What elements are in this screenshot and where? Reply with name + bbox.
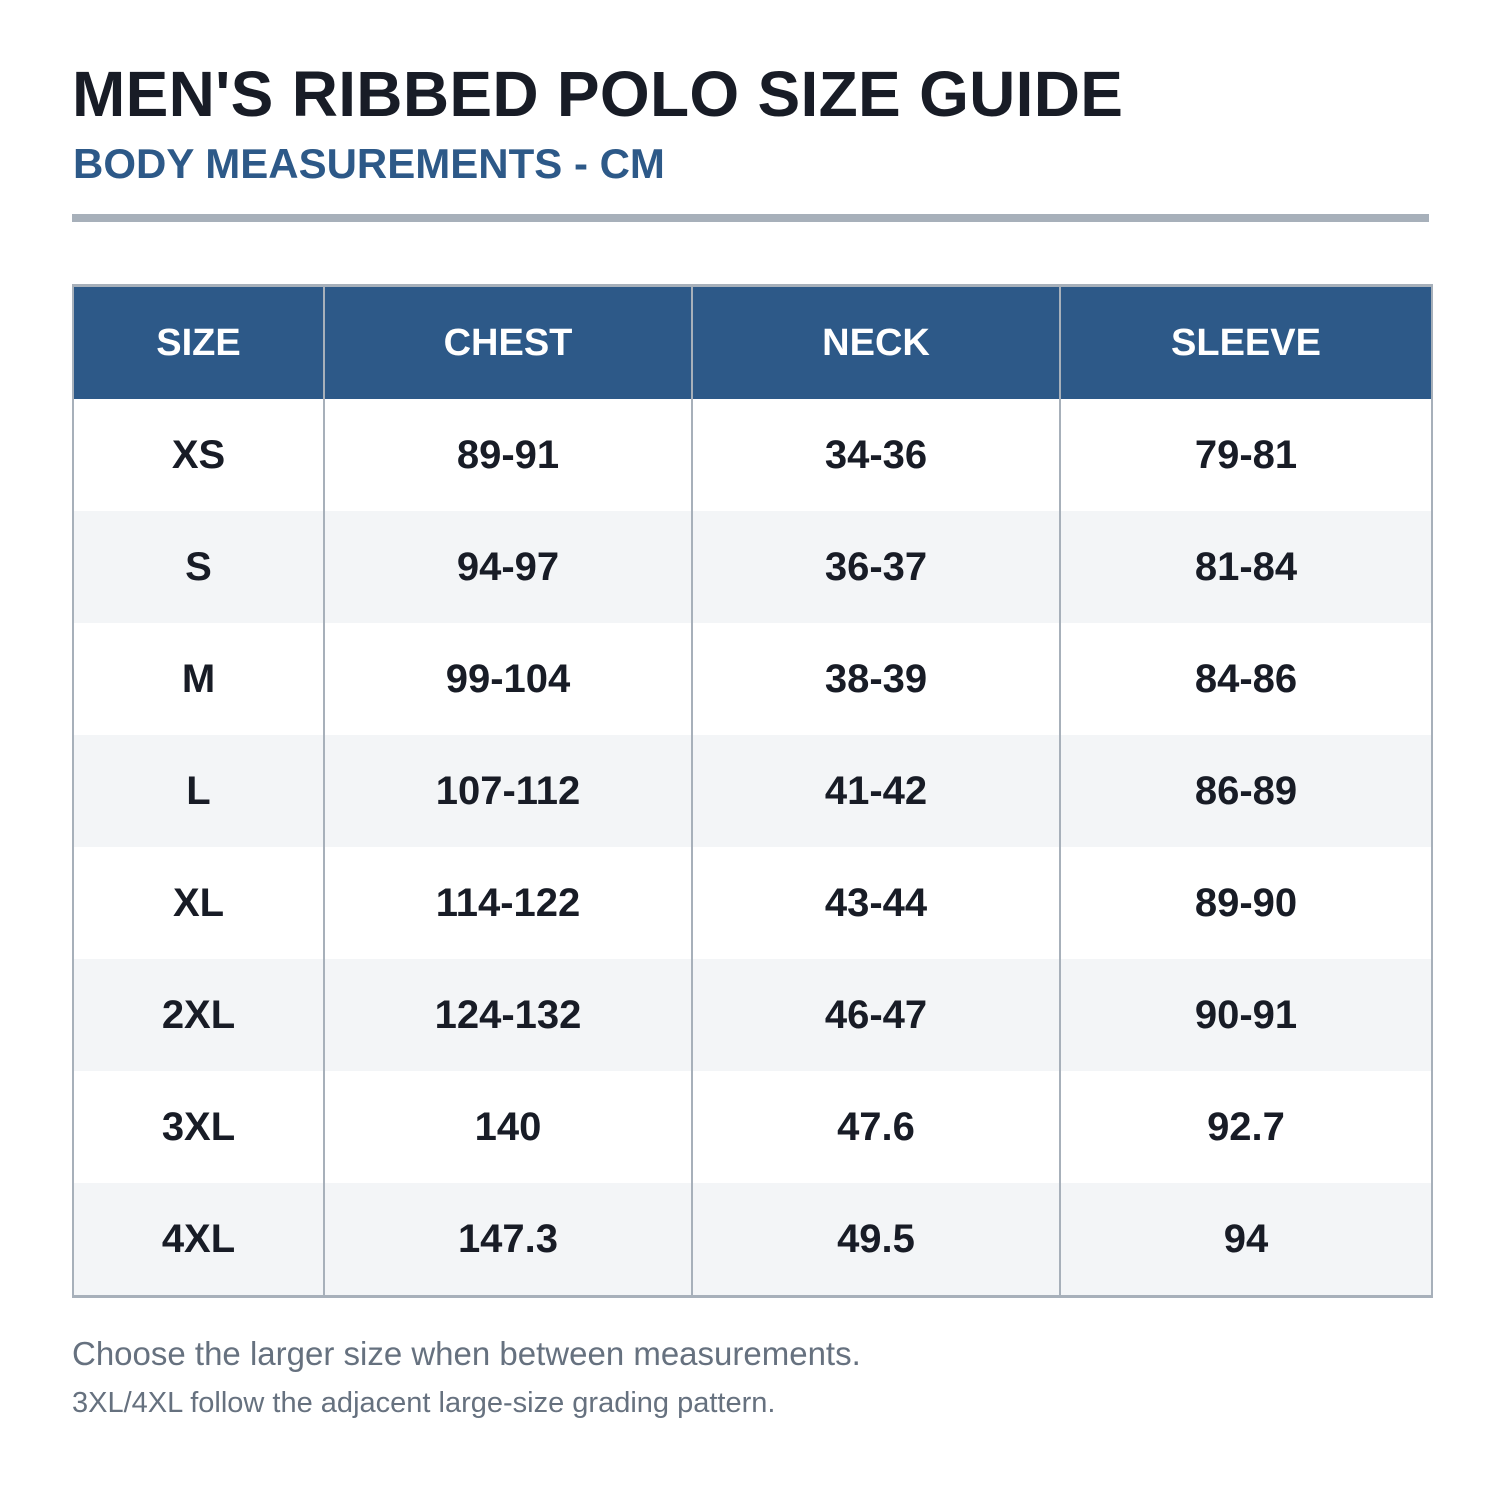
grading-note: 3XL/4XL follow the adjacent large-size g… <box>72 1387 776 1419</box>
chest-cell: 124-132 <box>323 959 693 1071</box>
table-header-row: SIZE CHEST NECK SLEEVE <box>72 284 1433 399</box>
sleeve-cell: 94 <box>1059 1183 1433 1298</box>
column-header-sleeve: SLEEVE <box>1059 284 1433 399</box>
sleeve-cell: 84-86 <box>1059 623 1433 735</box>
neck-cell: 46-47 <box>691 959 1061 1071</box>
neck-cell: 38-39 <box>691 623 1061 735</box>
neck-cell: 34-36 <box>691 399 1061 511</box>
page-title: MEN'S RIBBED POLO SIZE GUIDE <box>72 58 1124 130</box>
table-row: 2XL 124-132 46-47 90-91 <box>72 959 1433 1071</box>
neck-cell: 43-44 <box>691 847 1061 959</box>
sleeve-cell: 92.7 <box>1059 1071 1433 1183</box>
sleeve-cell: 81-84 <box>1059 511 1433 623</box>
size-cell: 2XL <box>72 959 325 1071</box>
size-table: SIZE CHEST NECK SLEEVE XS 89-91 34-36 79… <box>72 284 1433 1298</box>
column-header-chest: CHEST <box>323 284 693 399</box>
sleeve-cell: 89-90 <box>1059 847 1433 959</box>
page-subtitle: BODY MEASUREMENTS - CM <box>73 140 665 187</box>
sleeve-cell: 90-91 <box>1059 959 1433 1071</box>
chest-cell: 99-104 <box>323 623 693 735</box>
size-cell: 3XL <box>72 1071 325 1183</box>
table-row: 4XL 147.3 49.5 94 <box>72 1183 1433 1298</box>
table-row: XS 89-91 34-36 79-81 <box>72 399 1433 511</box>
neck-cell: 49.5 <box>691 1183 1061 1298</box>
neck-cell: 41-42 <box>691 735 1061 847</box>
sizing-note: Choose the larger size when between meas… <box>72 1335 861 1372</box>
table-row: L 107-112 41-42 86-89 <box>72 735 1433 847</box>
sleeve-cell: 86-89 <box>1059 735 1433 847</box>
chest-cell: 94-97 <box>323 511 693 623</box>
table-row: XL 114-122 43-44 89-90 <box>72 847 1433 959</box>
size-cell: S <box>72 511 325 623</box>
neck-cell: 36-37 <box>691 511 1061 623</box>
chest-cell: 114-122 <box>323 847 693 959</box>
size-cell: XL <box>72 847 325 959</box>
table-row: 3XL 140 47.6 92.7 <box>72 1071 1433 1183</box>
column-header-neck: NECK <box>691 284 1061 399</box>
table-row: M 99-104 38-39 84-86 <box>72 623 1433 735</box>
header-divider <box>72 214 1429 222</box>
size-cell: M <box>72 623 325 735</box>
table-row: S 94-97 36-37 81-84 <box>72 511 1433 623</box>
neck-cell: 47.6 <box>691 1071 1061 1183</box>
chest-cell: 107-112 <box>323 735 693 847</box>
size-table-container: SIZE CHEST NECK SLEEVE XS 89-91 34-36 79… <box>72 284 1433 1298</box>
size-cell: L <box>72 735 325 847</box>
chest-cell: 140 <box>323 1071 693 1183</box>
column-header-size: SIZE <box>72 284 325 399</box>
size-cell: 4XL <box>72 1183 325 1298</box>
sleeve-cell: 79-81 <box>1059 399 1433 511</box>
chest-cell: 89-91 <box>323 399 693 511</box>
size-cell: XS <box>72 399 325 511</box>
chest-cell: 147.3 <box>323 1183 693 1298</box>
